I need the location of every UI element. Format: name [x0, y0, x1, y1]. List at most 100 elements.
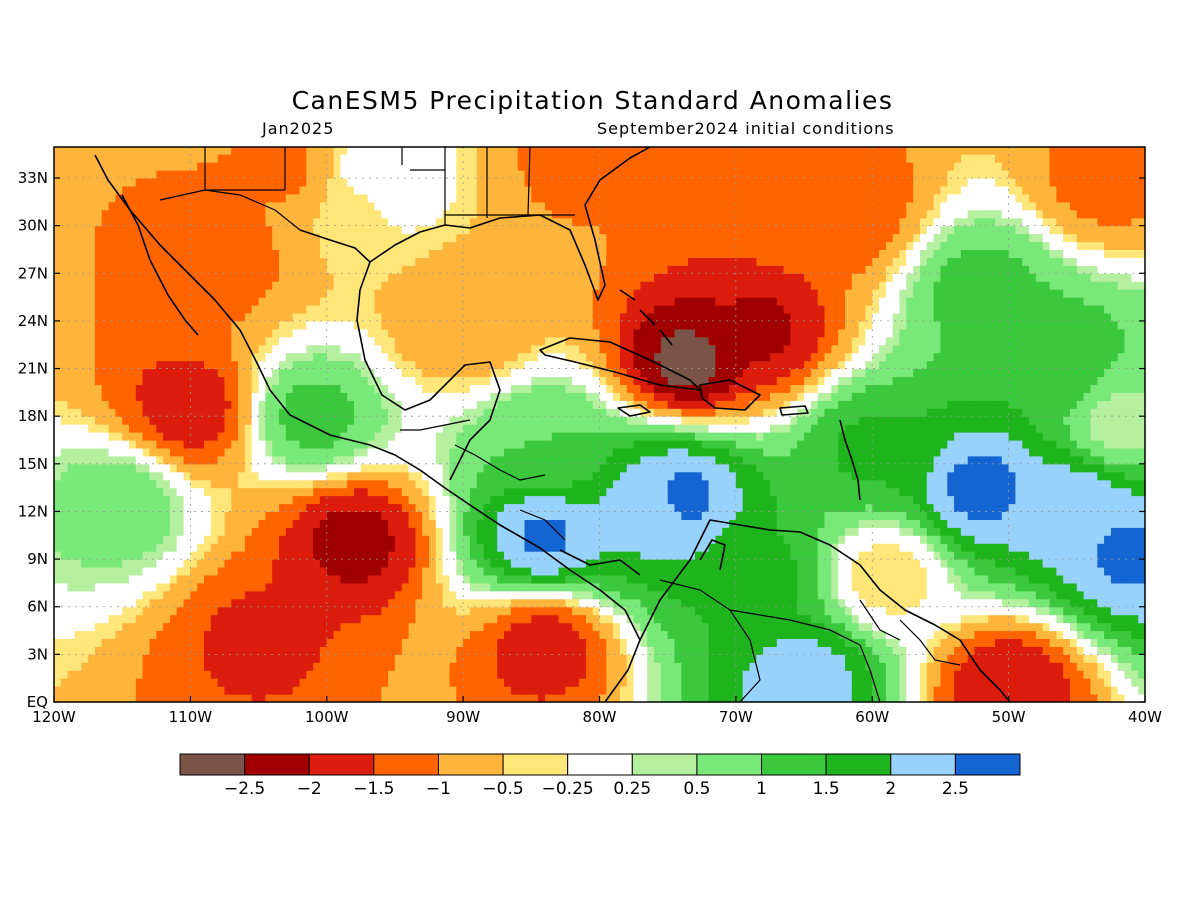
- field-cell: [210, 519, 219, 528]
- field-cell: [354, 503, 362, 512]
- field-cell: [497, 376, 505, 385]
- field-cell: [409, 138, 416, 147]
- field-cell: [108, 503, 116, 512]
- field-cell: [360, 392, 369, 401]
- field-cell: [340, 360, 348, 370]
- field-cell: [163, 503, 171, 512]
- field-cell: [190, 662, 198, 671]
- field-cell: [272, 511, 280, 520]
- field-cell: [394, 614, 403, 624]
- field-cell: [156, 471, 164, 481]
- field-cell: [504, 535, 512, 544]
- field-cell: [163, 344, 171, 354]
- field-cell: [517, 670, 526, 679]
- field-cell: [497, 241, 505, 250]
- field-cell: [210, 233, 219, 243]
- field-cell: [101, 408, 110, 417]
- field-cell: [190, 147, 198, 155]
- field-cell: [483, 376, 491, 385]
- field-cell: [115, 201, 123, 211]
- field-cell: [313, 408, 321, 417]
- field-cell: [333, 344, 341, 354]
- field-cell: [456, 424, 464, 433]
- field-cell: [238, 638, 246, 647]
- field-cell: [197, 559, 205, 568]
- field-cell: [60, 273, 69, 282]
- field-cell: [442, 209, 451, 219]
- field-cell: [299, 590, 307, 600]
- field-cell: [74, 670, 82, 679]
- field-cell: [60, 686, 69, 695]
- field-cell: [163, 336, 171, 346]
- field-cell: [388, 170, 396, 179]
- field-cell: [299, 440, 307, 449]
- field-cell: [101, 281, 110, 290]
- field-cell: [517, 249, 526, 258]
- field-cell: [285, 432, 294, 441]
- field-cell: [401, 178, 410, 187]
- field-cell: [81, 519, 89, 528]
- field-cell: [442, 178, 451, 187]
- field-cell: [463, 384, 471, 393]
- field-cell: [442, 614, 451, 624]
- field-cell: [177, 130, 184, 139]
- field-cell: [490, 678, 498, 687]
- field-cell: [415, 440, 423, 449]
- field-cell: [108, 360, 116, 370]
- field-cell: [517, 376, 526, 385]
- field-cell: [340, 519, 348, 528]
- field-cell: [449, 686, 457, 695]
- field-cell: [190, 678, 198, 687]
- field-cell: [129, 178, 137, 187]
- field-cell: [347, 590, 355, 600]
- field-cell: [251, 567, 260, 576]
- field-cell: [163, 328, 171, 338]
- field-cell: [156, 193, 164, 203]
- field-cell: [319, 376, 328, 385]
- field-cell: [333, 694, 341, 702]
- field-cell: [285, 455, 294, 465]
- field-cell: [497, 336, 505, 346]
- field-cell: [388, 519, 396, 528]
- field-cell: [217, 289, 226, 298]
- field-cell: [354, 519, 362, 528]
- field-cell: [388, 352, 396, 362]
- field-cell: [374, 360, 382, 370]
- field-cell: [504, 249, 512, 258]
- field-cell: [74, 233, 82, 243]
- field-cell: [190, 614, 198, 624]
- field-cell: [54, 590, 62, 600]
- field-cell: [442, 654, 451, 663]
- field-cell: [67, 352, 75, 362]
- field-cell: [108, 241, 116, 250]
- field-cell: [272, 368, 280, 377]
- field-cell: [469, 527, 478, 536]
- field-cell: [60, 440, 69, 449]
- field-cell: [74, 384, 82, 393]
- field-cell: [497, 527, 505, 536]
- field-cell: [408, 670, 416, 679]
- field-cell: [449, 646, 457, 655]
- field-cell: [381, 582, 389, 592]
- field-cell: [388, 590, 396, 600]
- field-cell: [422, 463, 430, 473]
- field-cell: [156, 400, 164, 409]
- field-cell: [170, 138, 177, 147]
- field-cell: [388, 503, 396, 512]
- field-cell: [429, 376, 437, 385]
- field-cell: [374, 257, 382, 266]
- field-cell: [381, 368, 389, 377]
- field-cell: [135, 154, 144, 163]
- field-cell: [156, 185, 164, 195]
- field-cell: [299, 297, 307, 306]
- field-cell: [176, 416, 185, 425]
- field-cell: [401, 511, 410, 520]
- field-cell: [360, 217, 369, 227]
- field-cell: [388, 289, 396, 298]
- field-cell: [463, 313, 471, 322]
- field-cell: [190, 582, 198, 592]
- field-cell: [244, 233, 253, 243]
- field-cell: [319, 193, 328, 203]
- field-cell: [183, 408, 191, 417]
- field-cell: [285, 575, 294, 584]
